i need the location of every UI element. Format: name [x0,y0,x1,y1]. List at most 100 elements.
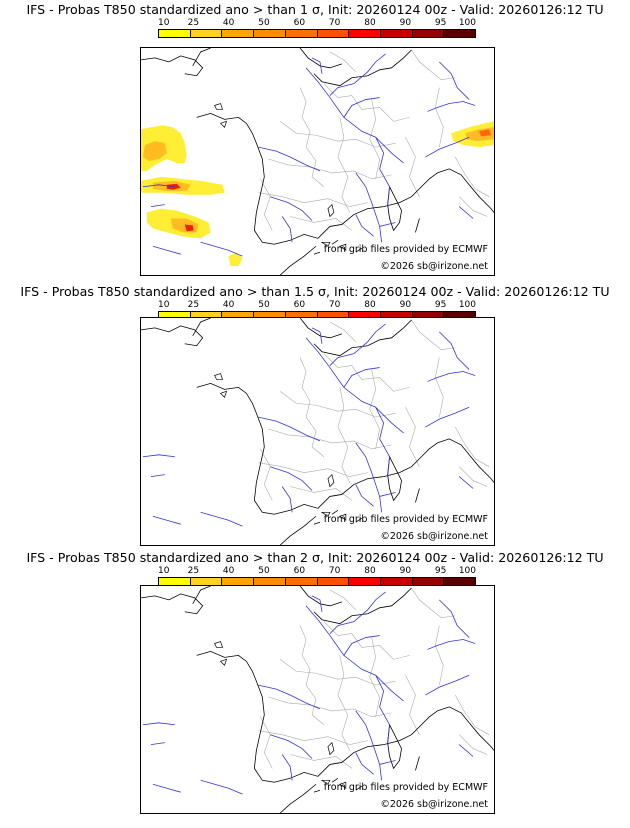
scale-swatch [190,30,223,37]
scale-swatch [412,578,445,585]
scale-tick-label: 25 [187,18,200,28]
islands [214,641,347,789]
scale-tick-label: 40 [222,300,235,310]
france-probability-map: from grib files provided by ECMWF ©2026 … [140,585,495,814]
scale-tick-label: 50 [258,18,270,28]
geography [141,586,494,813]
scale-tick-label: 10 [158,566,170,576]
scale-tick-label: 80 [364,18,376,28]
coastline [141,318,494,545]
scale-swatch [159,578,191,585]
scale-tick-label: 10 [158,300,170,310]
scale-swatch [412,30,445,37]
panel-title: IFS - Probas T850 standardized ano > tha… [26,550,604,565]
borders [258,319,490,501]
rivers [142,53,476,257]
scale-swatch [349,30,381,37]
map-canvas [141,318,494,545]
scale-swatch [222,578,255,585]
rivers [142,591,476,795]
source-credit: from grib files provided by ECMWF [323,244,488,255]
scale-tick-label: 60 [293,566,306,576]
scale-swatch [349,578,381,585]
scale-swatch [317,30,350,37]
prob-area-alps-peak [479,129,492,137]
geography [141,318,494,545]
source-credit: from grib files provided by ECMWF [323,514,488,525]
scale-tick-label: 100 [458,18,476,28]
scale-swatch [317,312,350,319]
coastline [141,48,494,275]
scale-swatch [190,578,223,585]
map-canvas [141,48,494,275]
scale-swatch [254,30,286,37]
scale-tick-label: 90 [399,566,412,576]
scale-tick-label: 100 [458,300,476,310]
scale-ticks: 10 25 40 50 60 70 80 90 95 100 [158,300,476,311]
scale-swatch [190,312,223,319]
scale-swatch [254,312,286,319]
scale-swatch [444,312,476,319]
scale-tick-label: 60 [293,18,306,28]
panel-title: IFS - Probas T850 standardized ano > tha… [20,284,610,299]
scale-swatch [222,312,255,319]
scale-swatch [380,578,413,585]
scale-tick-label: 95 [434,300,447,310]
scale-tick-label: 50 [258,300,270,310]
scale-swatch [159,312,191,319]
probability-color-scale: 10 25 40 50 60 70 80 90 95 100 [158,18,476,42]
scale-swatch [412,312,445,319]
scale-tick-label: 80 [364,566,376,576]
scale-swatch [254,578,286,585]
map-canvas [141,586,494,813]
scale-tick-label: 10 [158,18,170,28]
scale-swatch [285,312,318,319]
islands [214,103,347,251]
scale-tick-label: 25 [187,300,200,310]
scale-ticks: 10 25 40 50 60 70 80 90 95 100 [158,18,476,29]
copyright-credit: ©2026 sb@irizone.net [380,531,488,542]
scale-tick-label: 100 [458,566,476,576]
forecast-panel-1sigma: IFS - Probas T850 standardized ano > tha… [0,0,630,276]
scale-tick-label: 90 [399,18,412,28]
copyright-credit: ©2026 sb@irizone.net [380,261,488,272]
rivers [142,323,476,527]
scale-tick-label: 40 [222,18,235,28]
scale-tick-label: 95 [434,566,447,576]
scale-tick-label: 70 [328,18,341,28]
scale-tick-label: 80 [364,300,376,310]
islands [214,373,347,521]
scale-bar [158,29,476,38]
scale-tick-label: 50 [258,566,270,576]
prob-area-mediterranean [228,252,243,267]
borders [258,49,490,231]
panel-title: IFS - Probas T850 standardized ano > tha… [26,2,604,17]
scale-swatch [380,312,413,319]
scale-swatch [444,578,476,585]
coastline [141,586,494,813]
scale-tick-label: 25 [187,566,200,576]
scale-swatch [317,578,350,585]
prob-area-iberia-peak [184,224,194,232]
scale-swatch [444,30,476,37]
scale-tick-label: 40 [222,566,235,576]
scale-swatch [349,312,381,319]
source-credit: from grib files provided by ECMWF [323,782,488,793]
france-probability-map: from grib files provided by ECMWF ©2026 … [140,47,495,276]
scale-tick-label: 70 [328,300,341,310]
borders [258,587,490,769]
scale-tick-label: 70 [328,566,341,576]
scale-swatch [222,30,255,37]
geography [141,48,494,275]
prob-area-atlantic-mid [142,141,167,162]
forecast-panel-2sigma: IFS - Probas T850 standardized ano > tha… [0,548,630,818]
probability-areas [141,121,494,267]
scale-tick-label: 95 [434,18,447,28]
forecast-panel-1-5sigma: IFS - Probas T850 standardized ano > tha… [0,282,630,552]
scale-tick-label: 90 [399,300,412,310]
scale-swatch [285,30,318,37]
france-probability-map: from grib files provided by ECMWF ©2026 … [140,317,495,546]
copyright-credit: ©2026 sb@irizone.net [380,799,488,810]
probability-color-scale: 10 25 40 50 60 70 80 90 95 100 [158,566,476,590]
scale-tick-label: 60 [293,300,306,310]
